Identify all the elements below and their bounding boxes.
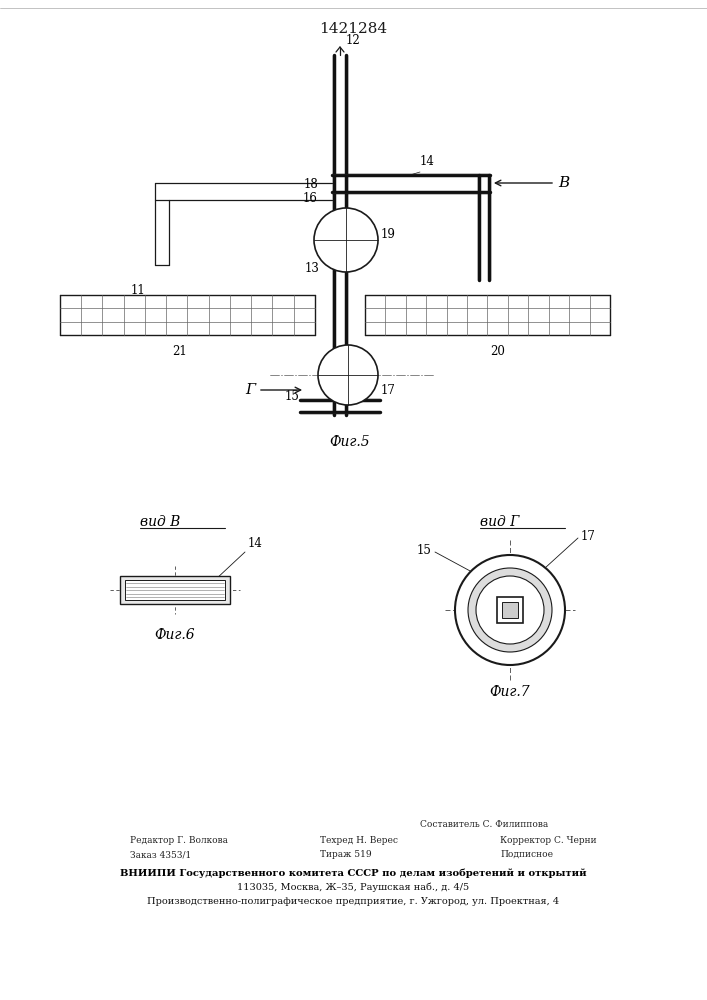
Text: Корректор С. Черни: Корректор С. Черни <box>500 836 597 845</box>
Circle shape <box>468 568 552 652</box>
Text: B: B <box>558 176 569 190</box>
Text: Фиг.6: Фиг.6 <box>155 628 195 642</box>
Text: вид Г: вид Г <box>480 515 520 529</box>
Text: Производственно-полиграфическое предприятие, г. Ужгород, ул. Проектная, 4: Производственно-полиграфическое предприя… <box>147 897 559 906</box>
Bar <box>120 576 230 604</box>
Bar <box>502 602 518 618</box>
Text: 18: 18 <box>303 178 318 192</box>
Text: 14: 14 <box>420 155 435 168</box>
Text: 113035, Москва, Ж–35, Раушская наб., д. 4/5: 113035, Москва, Ж–35, Раушская наб., д. … <box>237 883 469 892</box>
Text: Составитель С. Филиппова: Составитель С. Филиппова <box>420 820 548 829</box>
Text: ВНИИПИ Государственного комитета СССР по делам изобретений и открытий: ВНИИПИ Государственного комитета СССР по… <box>119 868 586 878</box>
Text: Фиг.5: Фиг.5 <box>329 435 370 449</box>
Text: 20: 20 <box>490 345 505 358</box>
Bar <box>497 597 523 623</box>
Text: 11: 11 <box>130 284 145 296</box>
Text: 16: 16 <box>303 192 318 205</box>
Text: Редактор Г. Волкова: Редактор Г. Волкова <box>130 836 228 845</box>
Text: 12: 12 <box>346 34 361 47</box>
Text: Заказ 4353/1: Заказ 4353/1 <box>130 850 192 859</box>
Text: 15: 15 <box>417 544 432 556</box>
Text: 21: 21 <box>173 345 187 358</box>
Text: Техред Н. Верес: Техред Н. Верес <box>320 836 398 845</box>
Circle shape <box>455 555 565 665</box>
Circle shape <box>314 208 378 272</box>
Text: Подписное: Подписное <box>500 850 553 859</box>
Text: 17: 17 <box>581 530 596 542</box>
Text: 13: 13 <box>305 261 320 274</box>
Text: 17: 17 <box>381 383 396 396</box>
Circle shape <box>318 345 378 405</box>
Text: 14: 14 <box>248 537 263 550</box>
Text: 19: 19 <box>381 229 396 241</box>
Text: 15: 15 <box>285 390 300 403</box>
Text: Фиг.7: Фиг.7 <box>490 685 530 699</box>
Text: Г: Г <box>245 383 255 397</box>
Text: вид B: вид B <box>140 515 180 529</box>
Text: 1421284: 1421284 <box>319 22 387 36</box>
Text: Тираж 519: Тираж 519 <box>320 850 372 859</box>
Bar <box>125 580 225 600</box>
Circle shape <box>476 576 544 644</box>
